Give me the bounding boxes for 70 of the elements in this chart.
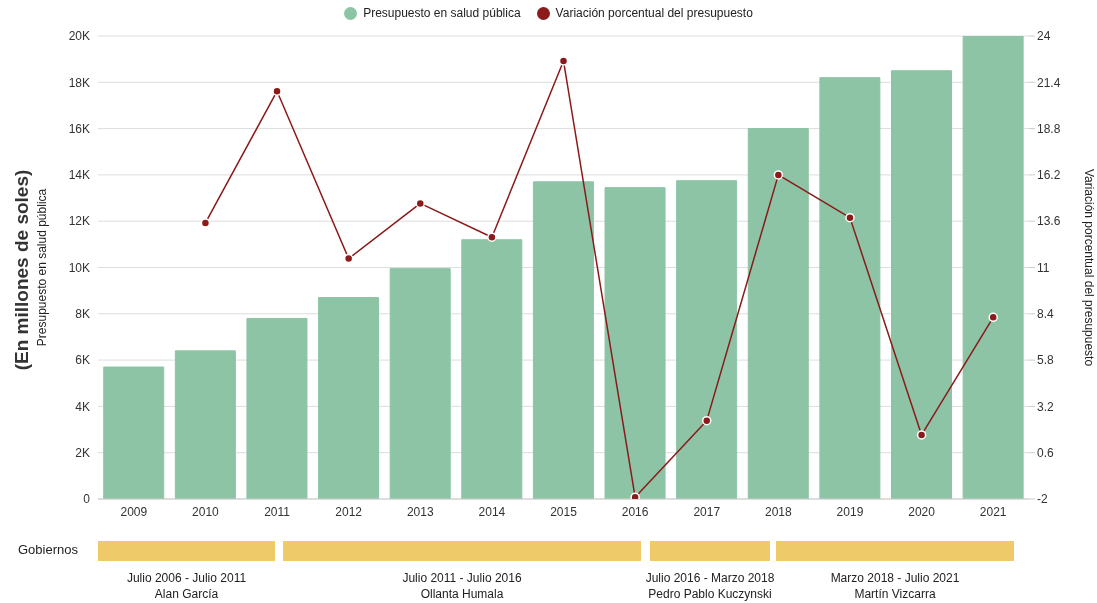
- y2-tick-label: 3.2: [1037, 399, 1055, 414]
- point: [988, 312, 998, 323]
- y-tick-label: 6K: [75, 353, 90, 368]
- bar: [819, 77, 881, 499]
- point: [701, 415, 712, 426]
- bar: [103, 366, 165, 499]
- x-tick-label: 2020: [908, 504, 936, 519]
- x-tick-label: 2021: [979, 504, 1007, 519]
- legend-label: Presupuesto en salud pública: [363, 6, 521, 20]
- y2-tick-label: 11: [1037, 260, 1050, 275]
- x-tick-label: 2012: [335, 504, 363, 519]
- bar: [747, 128, 809, 499]
- point: [773, 170, 784, 180]
- y2-tick-label: 16.2: [1037, 168, 1061, 183]
- x-tick-label: 2017: [693, 504, 721, 519]
- y-tick-label: 0: [83, 492, 91, 507]
- y-tick-label: 10K: [68, 260, 90, 275]
- y2-tick-label: -2: [1037, 492, 1048, 507]
- y-tick-label: 8K: [75, 307, 90, 322]
- text: Marzo 2018 - Julio 2021: [830, 571, 960, 585]
- point: [916, 430, 927, 440]
- bar: [318, 297, 380, 499]
- bar: [604, 187, 666, 499]
- y2-axis-title: Variación porcentual del presupuesto: [1081, 168, 1096, 367]
- y-tick-label: 2K: [75, 445, 90, 460]
- y2-tick-label: 18.8: [1037, 121, 1061, 136]
- x-tick-label: 2015: [550, 504, 578, 519]
- x-tick-label: 2014: [478, 504, 506, 519]
- y2-tick-label: 21.4: [1037, 75, 1061, 90]
- y-tick-label: 12K: [68, 214, 90, 229]
- text: Ollanta Humala: [420, 587, 504, 601]
- bar: [246, 317, 308, 499]
- point: [630, 492, 640, 499]
- bar: [461, 239, 523, 499]
- point: [845, 212, 855, 223]
- text: Alan García: [153, 586, 220, 602]
- x-tick-label: 2016: [621, 504, 649, 519]
- x-tick-label: 2013: [406, 504, 434, 519]
- bar: [389, 268, 451, 499]
- y2-tick-label: 5.8: [1037, 353, 1055, 368]
- y-tick-label: 18K: [68, 75, 90, 90]
- y2-tick-label: 0.6: [1037, 445, 1055, 460]
- text: Martín Vizcarra: [854, 587, 936, 601]
- bar: [962, 36, 1024, 499]
- x-tick-label: 2018: [764, 504, 793, 519]
- legend-label: Variación porcentual del presupuesto: [555, 6, 753, 20]
- y2-tick-label: 8.4: [1037, 307, 1055, 322]
- y2-tick-label: 13.6: [1037, 214, 1061, 229]
- y-tick-label: 16K: [68, 121, 90, 136]
- y-tick-label: 14K: [68, 168, 90, 183]
- x-tick-label: 2011: [264, 504, 291, 519]
- bar: [891, 70, 952, 499]
- text: Gobiernos: [18, 542, 78, 557]
- y2-tick-label: 24: [1037, 29, 1051, 44]
- bar: [676, 180, 738, 499]
- y-axis-title: Presupuesto en salud pública: [35, 188, 50, 347]
- bar: [532, 181, 594, 499]
- x-tick-label: 2010: [192, 504, 220, 519]
- point: [200, 218, 211, 228]
- text: Julio 2011 - Julio 2016: [402, 571, 522, 585]
- x-tick-label: 2009: [120, 504, 148, 519]
- y-tick-label: 4K: [75, 399, 90, 414]
- text: Julio 2006 - Julio 2011: [125, 570, 248, 586]
- y-tick-label: 20K: [68, 29, 90, 44]
- text: Pedro Pablo Kuczynski: [647, 586, 773, 602]
- point: [487, 232, 497, 242]
- x-tick-label: 2019: [836, 504, 864, 519]
- text: (En millones de soles): [11, 169, 33, 371]
- text: Julio 2016 - Marzo 2018: [644, 570, 776, 586]
- bar: [174, 350, 236, 499]
